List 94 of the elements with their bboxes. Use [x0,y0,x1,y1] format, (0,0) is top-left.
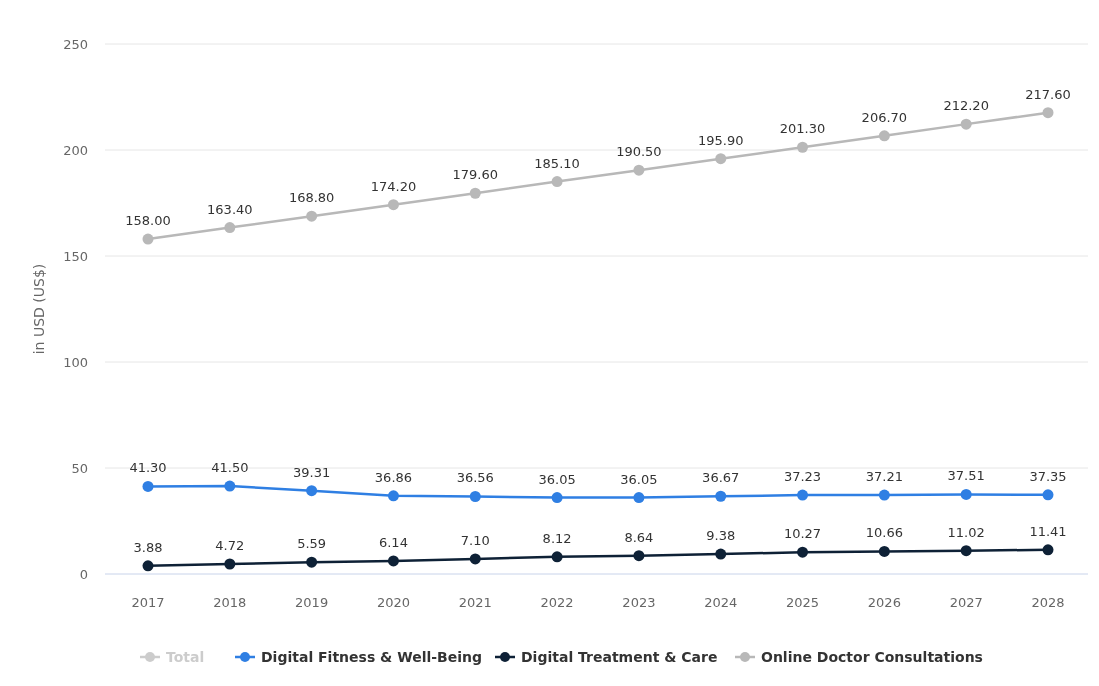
point [797,489,809,501]
data-label: 217.60 [1025,86,1071,102]
point [878,489,890,501]
data-label: 36.67 [702,470,740,486]
point [224,480,236,492]
x-tick-label: 2026 [867,594,901,610]
data-label: 7.10 [460,532,490,548]
point [797,141,809,153]
y-tick-label: 50 [71,460,88,476]
data-label: 168.80 [288,190,335,206]
legend-label: Digital Fitness & Well-Being [261,648,482,665]
legend-label: Online Doctor Consultations [761,648,983,665]
y-tick-label: 250 [63,36,88,52]
x-tick-label: 2025 [786,594,820,610]
data-label: 212.20 [943,98,989,114]
data-label: 36.05 [538,471,576,487]
point [551,551,563,563]
point [142,233,154,245]
data-label: 8.12 [542,530,572,546]
point [469,187,481,199]
point [224,222,236,234]
point [306,485,318,497]
y-tick-label: 100 [63,354,88,370]
x-tick-label: 2028 [1031,594,1065,610]
point [715,548,727,560]
data-label: 190.50 [616,144,662,160]
data-label: 8.64 [624,529,654,545]
data-label: 201.30 [779,121,826,137]
data-label: 206.70 [861,109,908,125]
x-tick-label: 2019 [295,594,329,610]
data-label: 41.30 [129,460,167,476]
data-label: 185.10 [534,155,580,171]
point [306,210,318,222]
y-tick-label: 200 [63,142,88,158]
point [878,545,890,557]
point [142,560,154,572]
x-tick-label: 2017 [131,594,165,610]
point [878,130,890,142]
x-tick-label: 2018 [213,594,247,610]
data-label: 11.02 [947,524,985,540]
data-label: 4.72 [215,537,245,553]
data-label: 37.23 [783,469,822,485]
data-label: 174.20 [370,178,417,194]
data-label: 36.86 [374,469,413,485]
data-label: 6.14 [378,534,408,550]
point [469,490,481,502]
point [715,153,727,165]
point [387,555,399,567]
data-label: 195.90 [697,132,744,148]
data-label: 163.40 [207,201,253,217]
point [633,550,645,562]
legend-label: Digital Treatment & Care [521,648,718,665]
point [633,164,645,176]
y-axis-title: in USD (US$) [31,263,47,355]
point [142,480,154,492]
x-tick-label: 2020 [376,594,410,610]
point [551,492,563,504]
point [960,545,972,557]
x-tick-label: 2024 [704,594,738,610]
point [224,558,236,570]
data-label: 37.21 [865,469,903,485]
data-label: 37.35 [1029,468,1067,484]
point [1042,544,1054,556]
data-label: 3.88 [133,539,163,555]
data-label: 36.05 [620,471,658,487]
y-tick-label: 150 [63,248,88,264]
data-label: 10.66 [865,525,903,541]
data-label: 37.51 [947,468,985,484]
data-label: 36.56 [456,470,494,486]
point [633,492,645,504]
y-tick-label: 0 [79,566,88,582]
x-tick-label: 2022 [540,594,574,610]
x-tick-label: 2027 [949,594,983,610]
point [551,176,563,188]
point [960,488,972,500]
point [387,199,399,211]
point [469,553,481,565]
data-label: 11.41 [1029,523,1067,539]
point [1042,489,1054,501]
point [306,556,318,568]
data-label: 39.31 [293,464,331,480]
data-label: 158.00 [125,213,171,229]
point [1042,107,1054,119]
data-label: 179.60 [452,167,499,183]
point [715,490,727,502]
point [960,118,972,130]
x-tick-label: 2021 [458,594,492,610]
point [797,546,809,558]
data-label: 9.38 [706,528,736,544]
point [387,490,399,502]
data-label: 5.59 [297,536,327,552]
data-label: 41.50 [211,460,249,476]
x-tick-label: 2023 [622,594,656,610]
data-label: 10.27 [783,526,822,542]
